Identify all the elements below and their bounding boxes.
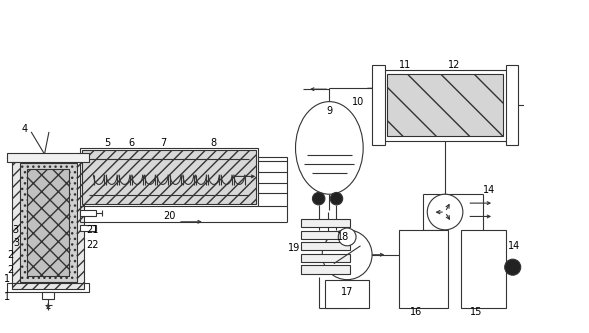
Text: 6: 6 [128, 138, 135, 148]
Bar [399, 230, 448, 308]
Circle shape [338, 228, 356, 246]
Bar [301, 231, 350, 239]
Bar [82, 150, 256, 204]
Circle shape [330, 192, 343, 205]
Circle shape [322, 230, 372, 280]
Text: 7: 7 [160, 138, 166, 148]
Text: 14: 14 [508, 241, 521, 251]
Text: 1: 1 [4, 292, 10, 302]
Text: 11: 11 [399, 60, 411, 70]
Text: 9: 9 [326, 106, 332, 116]
Bar [505, 65, 518, 145]
Bar [80, 148, 258, 206]
Bar [387, 74, 503, 136]
Text: 15: 15 [470, 307, 482, 317]
Text: 2: 2 [8, 265, 14, 275]
Text: 10: 10 [352, 97, 364, 107]
Bar [301, 242, 350, 250]
Text: 5: 5 [104, 138, 110, 148]
Bar [461, 230, 505, 308]
Text: 18: 18 [336, 232, 349, 242]
Bar [383, 70, 507, 141]
Text: 3: 3 [13, 238, 19, 248]
Text: 2: 2 [8, 250, 14, 260]
Ellipse shape [296, 102, 363, 194]
Text: 8: 8 [211, 138, 217, 148]
Text: 20: 20 [163, 211, 176, 221]
Circle shape [427, 194, 463, 230]
Text: 12: 12 [448, 60, 460, 70]
Text: 13: 13 [588, 81, 589, 91]
Text: 21: 21 [87, 225, 99, 235]
Bar [19, 163, 77, 282]
Text: 1: 1 [4, 274, 10, 284]
Text: 14: 14 [484, 185, 496, 195]
Bar [42, 292, 54, 299]
Text: 4: 4 [22, 124, 28, 134]
Bar [301, 254, 350, 262]
Bar [325, 280, 369, 308]
Text: 19: 19 [287, 243, 300, 253]
Bar [7, 283, 89, 292]
Text: 3: 3 [12, 225, 18, 235]
Bar [301, 219, 350, 227]
Bar [7, 153, 89, 162]
Bar [301, 265, 350, 273]
Bar [80, 225, 96, 231]
Circle shape [312, 192, 325, 205]
Text: 22: 22 [87, 240, 99, 250]
Text: 17: 17 [341, 287, 353, 297]
Bar [80, 210, 96, 215]
Bar [372, 65, 385, 145]
Bar [12, 157, 84, 289]
Bar [27, 169, 70, 276]
Bar [258, 157, 287, 206]
Circle shape [505, 259, 521, 275]
Circle shape [531, 80, 581, 130]
Text: 16: 16 [409, 307, 422, 317]
